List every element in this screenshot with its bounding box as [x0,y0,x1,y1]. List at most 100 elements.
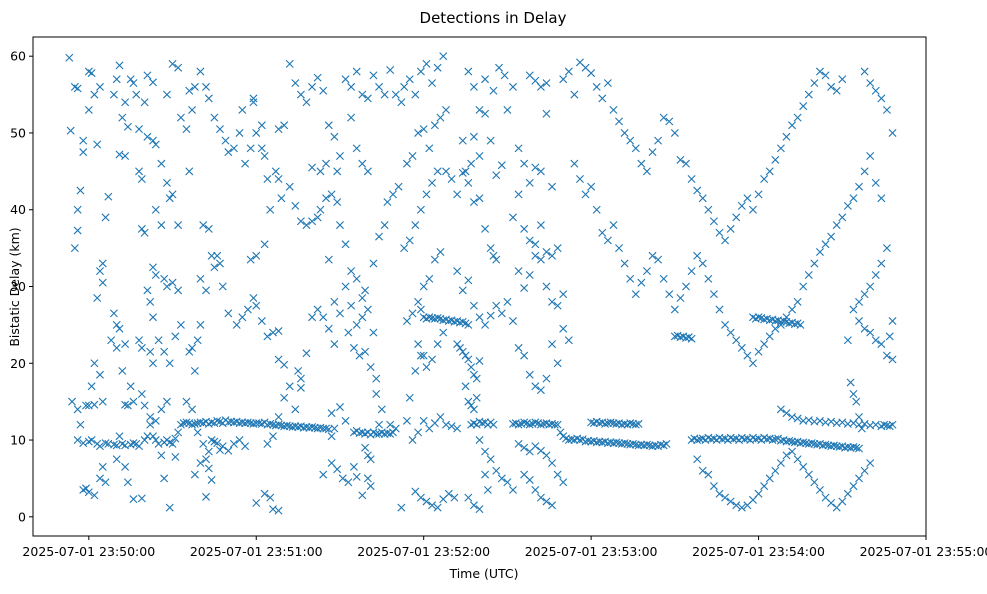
data-point [536,221,545,230]
y-tick-label: 20 [10,356,26,371]
data-point [277,194,286,203]
data-point [467,159,476,168]
data-point [129,439,138,448]
data-point [732,501,741,510]
data-point [704,205,713,214]
data-point [260,240,269,249]
data-point [149,263,157,272]
data-point [238,313,247,322]
data-point [804,439,813,448]
data-point [481,109,490,118]
data-point [215,125,224,134]
data-point [704,470,713,479]
data-point [76,420,85,429]
data-point [815,485,824,494]
data-point [146,413,155,421]
data-point [218,282,227,291]
data-point [693,186,702,195]
data-point [146,347,155,356]
data-point [492,171,501,180]
data-point [866,328,875,337]
data-point [73,405,82,414]
data-point [143,432,152,441]
data-point [87,436,96,445]
data-point [514,420,523,429]
data-point [584,436,593,445]
data-point [341,240,350,249]
y-tick-label: 10 [10,433,26,448]
data-point [849,482,858,491]
data-point [160,474,169,483]
data-point [464,320,473,329]
data-point [687,334,696,343]
data-point [199,439,208,448]
data-point [185,347,194,356]
data-point [98,397,107,406]
data-point [414,128,423,137]
data-point [95,82,104,91]
data-point [358,294,367,303]
data-point [305,423,314,432]
data-point [313,305,322,314]
data-point [843,201,852,210]
data-point [263,332,272,341]
data-point [199,221,208,230]
data-point [68,397,77,406]
data-point [802,439,810,448]
data-point [447,422,456,431]
data-point [129,495,138,504]
data-point [436,247,445,256]
data-point [888,420,897,429]
data-point [375,232,384,241]
data-point [852,443,861,452]
data-point [151,140,160,149]
data-point [877,94,886,103]
data-point [154,336,163,345]
data-point [274,125,283,134]
data-point [82,401,91,410]
y-tick-label: 0 [18,509,26,524]
data-point [419,125,428,134]
data-point [146,297,155,306]
data-point [366,363,375,372]
data-point [224,148,233,157]
data-point [458,347,467,356]
data-point [726,224,735,233]
data-point [570,90,579,99]
data-point [135,167,144,176]
data-point [257,121,266,130]
data-point [87,69,96,78]
data-point [252,128,261,137]
data-point [486,311,495,320]
data-point [235,419,244,428]
data-point [327,190,336,199]
data-point [520,351,529,360]
data-point [609,439,618,448]
data-point [188,105,197,114]
data-point [140,401,149,410]
data-point [70,244,79,253]
data-point [416,351,425,360]
data-point [553,359,562,368]
data-point [855,182,864,191]
data-point [849,389,858,398]
data-point [118,113,127,122]
data-point [564,436,573,445]
data-point [112,343,121,352]
data-point [430,255,439,264]
x-tick-label: 2025-07-01 23:52:00 [357,544,490,559]
data-point [670,128,679,137]
data-point [330,424,339,433]
data-point [149,136,157,145]
data-point [221,136,230,145]
data-point [888,355,897,364]
data-point [344,328,353,337]
data-point [285,382,294,391]
data-point [606,438,615,447]
data-point [841,443,850,452]
data-point [316,205,325,214]
data-point [475,194,484,203]
data-point [176,320,185,329]
x-tick-label: 2025-07-01 23:55:00 [860,544,987,559]
data-point [642,267,651,276]
